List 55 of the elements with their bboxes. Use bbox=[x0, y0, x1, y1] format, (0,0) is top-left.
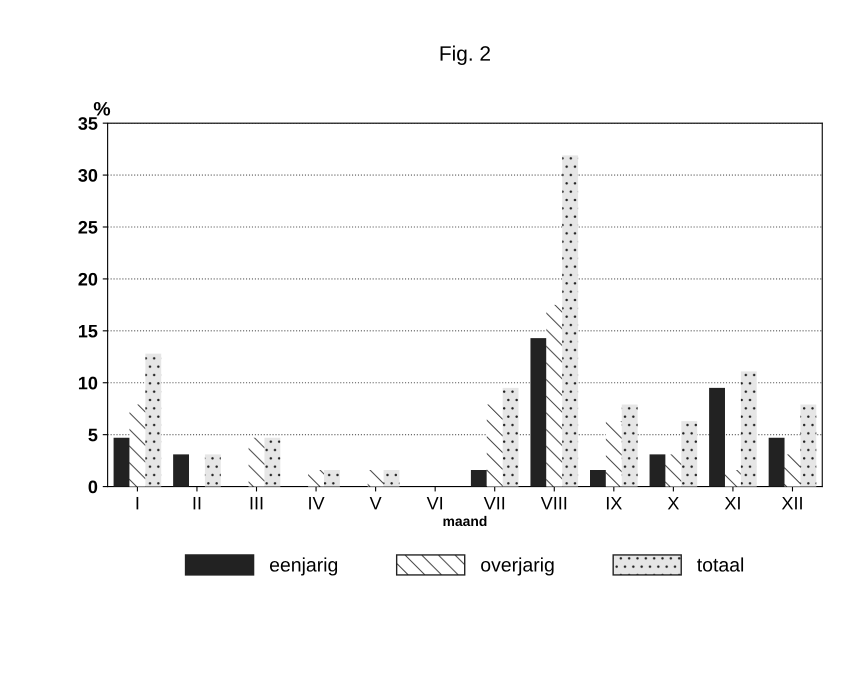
bar bbox=[606, 421, 622, 487]
bar bbox=[724, 470, 741, 487]
bar bbox=[145, 354, 162, 487]
bar bbox=[562, 155, 578, 487]
chart-title: Fig. 2 bbox=[440, 46, 490, 65]
bar bbox=[129, 404, 146, 487]
legend-label: overjarig bbox=[481, 557, 554, 576]
bar bbox=[709, 388, 725, 487]
x-tick-label: I bbox=[136, 496, 138, 510]
x-tick-label: V bbox=[370, 496, 382, 510]
x-tick-label: IX bbox=[606, 496, 622, 510]
bar bbox=[470, 470, 487, 487]
bar bbox=[502, 388, 519, 487]
bar bbox=[622, 404, 638, 487]
bar bbox=[546, 304, 562, 487]
x-tick-label: VIII bbox=[540, 496, 566, 510]
x-tick-label: VII bbox=[484, 496, 504, 510]
bar bbox=[784, 454, 800, 487]
y-tick-label: 0 bbox=[88, 480, 98, 494]
bar bbox=[486, 404, 503, 487]
bar bbox=[248, 438, 264, 487]
bar bbox=[740, 371, 757, 487]
bar bbox=[530, 338, 546, 487]
legend-label: eenjarig bbox=[270, 557, 338, 576]
x-tick-label: XII bbox=[782, 496, 802, 510]
bar bbox=[204, 454, 221, 487]
x-tick-label: IV bbox=[309, 496, 325, 510]
y-axis-title: % bbox=[94, 102, 110, 116]
x-tick-label: VI bbox=[426, 496, 442, 510]
y-tick-label: 20 bbox=[78, 272, 98, 286]
bar bbox=[650, 454, 666, 487]
bar bbox=[768, 438, 785, 487]
x-tick-label: X bbox=[668, 496, 680, 510]
y-tick-label: 35 bbox=[78, 117, 98, 130]
x-axis-title: maand bbox=[443, 516, 486, 526]
bar bbox=[173, 454, 190, 487]
x-tick-label: XI bbox=[724, 496, 740, 510]
bar bbox=[308, 470, 324, 487]
bar bbox=[681, 421, 698, 487]
bar bbox=[384, 470, 400, 487]
bar bbox=[665, 454, 682, 487]
bar bbox=[324, 470, 340, 487]
legend-label: totaal bbox=[697, 557, 744, 572]
y-tick-label: 5 bbox=[88, 428, 98, 442]
bar bbox=[368, 470, 384, 487]
x-tick-label: II bbox=[194, 496, 200, 510]
y-tick-label: 30 bbox=[78, 169, 98, 182]
y-tick-label: 25 bbox=[78, 220, 98, 234]
y-tick-label: 15 bbox=[78, 324, 98, 338]
bar bbox=[264, 438, 280, 487]
bar bbox=[590, 470, 606, 487]
bar bbox=[114, 438, 130, 487]
y-tick-label: 10 bbox=[78, 376, 98, 390]
bar bbox=[800, 404, 816, 487]
x-tick-label: III bbox=[250, 496, 262, 510]
